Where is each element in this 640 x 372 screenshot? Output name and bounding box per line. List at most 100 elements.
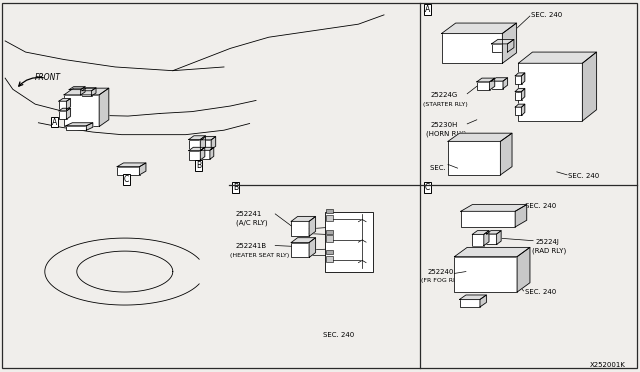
Polygon shape <box>309 217 316 236</box>
Polygon shape <box>500 133 512 175</box>
Polygon shape <box>86 123 93 130</box>
Bar <box>326 215 333 221</box>
Text: SEC. 240: SEC. 240 <box>525 289 556 295</box>
Polygon shape <box>59 99 70 101</box>
Bar <box>442 33 502 63</box>
Bar <box>64 95 99 126</box>
Polygon shape <box>522 89 525 100</box>
Polygon shape <box>480 295 486 307</box>
Polygon shape <box>211 137 216 150</box>
Text: SEC. 240: SEC. 240 <box>430 165 461 171</box>
Polygon shape <box>492 39 514 44</box>
Polygon shape <box>503 78 508 89</box>
Text: SEC. 240: SEC. 240 <box>531 12 563 18</box>
Polygon shape <box>517 247 530 292</box>
Polygon shape <box>486 231 501 234</box>
Text: 252241: 252241 <box>236 211 262 217</box>
Bar <box>326 256 333 262</box>
Text: 252240: 252240 <box>428 269 454 275</box>
Polygon shape <box>82 88 96 91</box>
Bar <box>189 140 200 151</box>
Text: 252241B: 252241B <box>236 243 267 249</box>
Polygon shape <box>508 39 514 52</box>
Polygon shape <box>210 147 214 159</box>
Text: 25224J: 25224J <box>535 239 559 245</box>
Polygon shape <box>484 231 489 246</box>
Bar <box>326 250 333 254</box>
Bar <box>326 209 333 213</box>
Polygon shape <box>497 231 501 244</box>
Bar <box>515 107 522 115</box>
Text: X252001K: X252001K <box>590 362 626 368</box>
Bar <box>448 141 500 175</box>
Polygon shape <box>69 87 85 90</box>
Bar <box>472 234 484 246</box>
Text: 25230H: 25230H <box>430 122 458 128</box>
Bar <box>59 101 67 109</box>
Bar <box>69 90 81 95</box>
Text: (STARTER RLY): (STARTER RLY) <box>423 102 468 107</box>
Bar <box>201 150 210 159</box>
Bar <box>486 234 497 244</box>
Bar <box>461 211 515 227</box>
Polygon shape <box>460 295 486 299</box>
Polygon shape <box>515 73 525 76</box>
Text: (HEATER SEAT RLY): (HEATER SEAT RLY) <box>230 253 290 258</box>
Polygon shape <box>59 108 70 111</box>
Text: FRONT: FRONT <box>35 73 61 81</box>
Polygon shape <box>200 147 205 160</box>
Polygon shape <box>291 238 316 243</box>
Text: SEC. 240: SEC. 240 <box>323 332 355 338</box>
Polygon shape <box>522 73 525 84</box>
Polygon shape <box>472 231 489 234</box>
Polygon shape <box>515 89 525 92</box>
Text: B: B <box>233 183 238 192</box>
Text: (HORN RLY): (HORN RLY) <box>426 131 467 137</box>
Text: 25224G: 25224G <box>430 92 458 98</box>
Bar <box>515 76 522 84</box>
Polygon shape <box>81 87 85 95</box>
Polygon shape <box>492 78 508 81</box>
Polygon shape <box>490 78 495 90</box>
Polygon shape <box>502 23 516 63</box>
Bar <box>492 81 503 89</box>
Polygon shape <box>140 163 146 175</box>
Bar <box>460 299 480 307</box>
Bar <box>326 230 333 234</box>
Bar <box>117 167 140 175</box>
Polygon shape <box>92 88 96 96</box>
Text: A: A <box>425 5 430 14</box>
Polygon shape <box>67 108 70 119</box>
Bar <box>189 151 200 160</box>
Text: (FR FOG RLY): (FR FOG RLY) <box>421 278 462 283</box>
Polygon shape <box>200 136 205 151</box>
Bar <box>291 243 309 257</box>
Bar <box>492 44 508 52</box>
Polygon shape <box>582 52 596 121</box>
Polygon shape <box>201 147 214 150</box>
Polygon shape <box>64 88 109 95</box>
Text: SEC. 240: SEC. 240 <box>525 203 556 209</box>
Polygon shape <box>309 238 316 257</box>
Bar <box>291 221 309 236</box>
Polygon shape <box>515 205 527 227</box>
Text: SEC. 240: SEC. 240 <box>568 173 600 179</box>
Bar <box>454 257 517 292</box>
Polygon shape <box>515 104 525 107</box>
Polygon shape <box>477 78 495 82</box>
Polygon shape <box>448 133 512 141</box>
Bar <box>515 92 522 100</box>
Text: A: A <box>52 118 57 126</box>
Polygon shape <box>189 147 205 151</box>
Polygon shape <box>522 104 525 115</box>
Bar <box>325 212 373 272</box>
Bar <box>202 140 211 150</box>
Text: C: C <box>124 175 129 184</box>
Polygon shape <box>442 23 516 33</box>
Bar <box>82 91 92 96</box>
Polygon shape <box>99 88 109 126</box>
Polygon shape <box>202 137 216 140</box>
Bar <box>326 235 333 242</box>
Bar <box>66 126 86 130</box>
Text: (RAD RLY): (RAD RLY) <box>532 247 567 254</box>
